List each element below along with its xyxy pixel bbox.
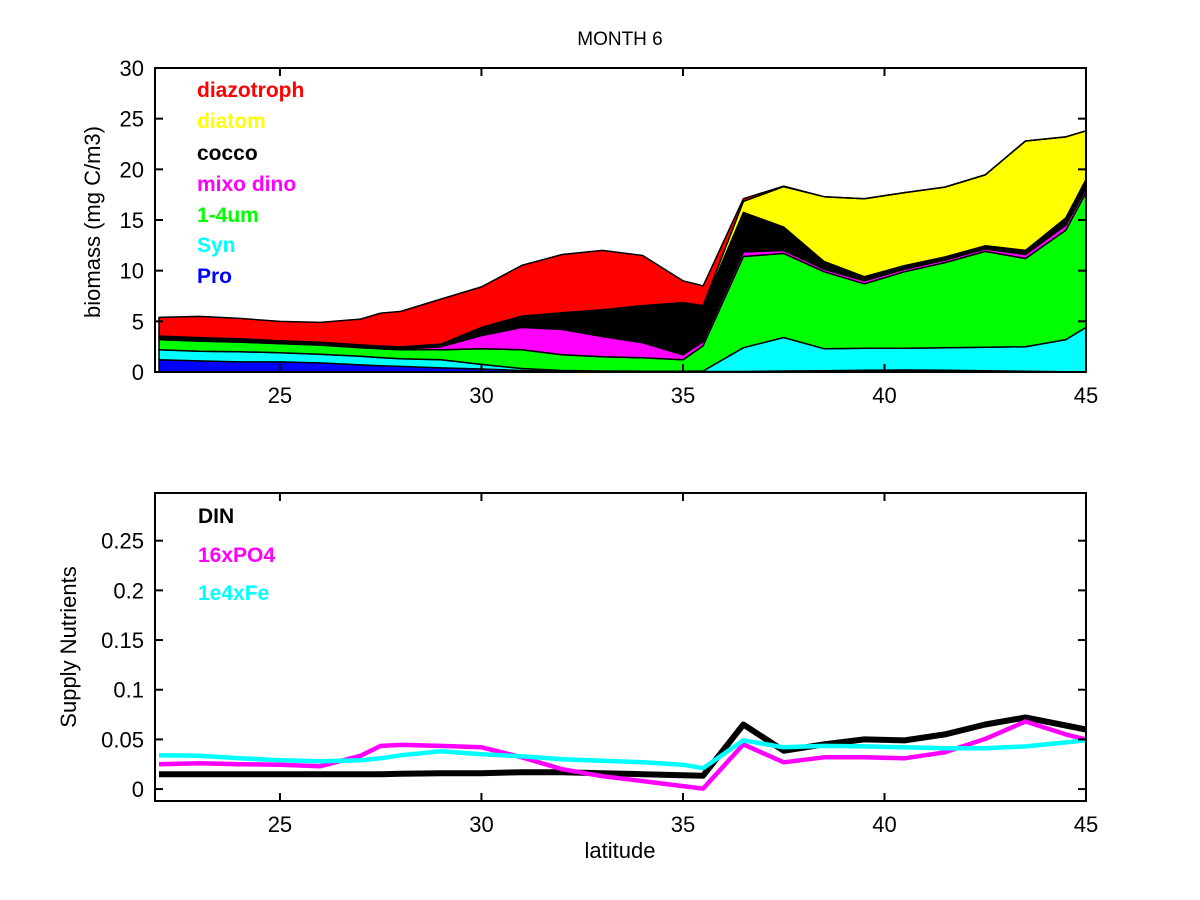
x-tick-label: 30 [469,812,493,837]
x-tick-label: 30 [469,383,493,408]
legend-item-pro: Pro [197,265,232,288]
line-16xPO4 [158,719,1087,791]
axes-box [154,492,1087,802]
biomass-plot: 25 30 35 40 45 0 5 10 15 20 25 30 [120,56,1099,408]
y-tick-label: 30 [120,56,144,81]
legend-item-1-4um: 1-4um [197,204,259,227]
chart-title: MONTH 6 [577,29,663,50]
nutrients-legend: DIN 16xPO4 1e4xFe [198,505,275,605]
area-diazotroph [158,130,1087,348]
x-tick-label: 40 [872,812,896,837]
legend-item-syn: Syn [197,234,236,257]
x-tick-label: 45 [1074,383,1098,408]
y-tick-label: 0.2 [113,578,144,603]
x-tick-label: 40 [872,383,896,408]
y-tick-label: 0.05 [101,727,144,752]
y-tick-label: 0.25 [101,529,144,554]
y-tick-label: 0 [132,360,144,385]
x-tick-label: 35 [671,812,695,837]
x-axis-label: latitude [585,838,656,863]
biomass-legend: diazotroph diatom cocco mixo dino 1-4um … [197,79,304,288]
legend-item-diazotroph: diazotroph [197,79,304,102]
y-tick-label: 0 [132,777,144,802]
y-tick-label: 15 [120,208,144,233]
y-tick-label: 25 [120,107,144,132]
x-tick-label: 45 [1074,812,1098,837]
axes-box [154,67,1087,373]
x-tick-label: 25 [268,812,292,837]
legend-item-mixo-dino: mixo dino [197,173,296,196]
legend-item-16xpo4: 16xPO4 [198,544,275,567]
y-tick-label: 10 [120,259,144,284]
legend-item-1e4xfe: 1e4xFe [198,582,269,605]
legend-item-din: DIN [198,505,234,528]
legend-item-cocco: cocco [197,142,258,165]
biomass-y-axis-label: biomass (mg C/m3) [80,126,105,318]
y-tick-label: 20 [120,157,144,182]
y-tick-label: 5 [132,309,144,334]
line-DIN [159,714,1087,779]
line-1e4xFe [158,738,1087,771]
y-tick-label: 0.15 [101,628,144,653]
x-tick-label: 25 [268,383,292,408]
legend-item-diatom: diatom [197,110,266,133]
nutrients-plot: 25 30 35 40 45 0 0.05 0.1 0.15 0.2 0.25 [101,492,1098,837]
nutrients-y-axis-label: Supply Nutrients [56,566,81,727]
x-tick-label: 35 [671,383,695,408]
y-tick-label: 0.1 [113,678,144,703]
